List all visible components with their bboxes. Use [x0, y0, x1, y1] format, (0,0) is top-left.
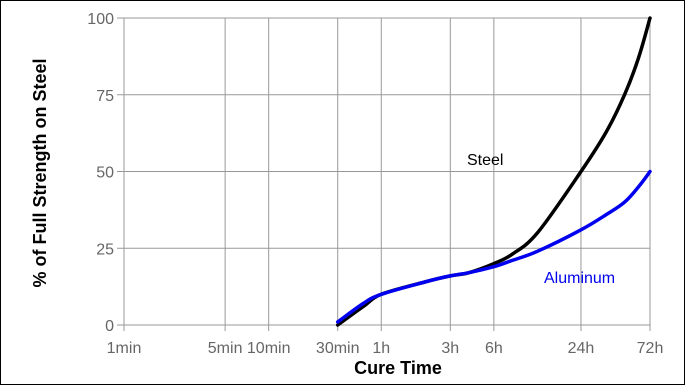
- y-tick-labels: 0 25 50 75 100: [87, 11, 114, 335]
- x-tick-label: 10min: [247, 340, 291, 357]
- x-tick-labels: 1min 5min 10min 30min 1h 3h 6h 24h 72h: [107, 340, 664, 357]
- aluminum-series-line: [335, 169, 652, 324]
- y-tick-label: 50: [96, 165, 114, 182]
- x-tick-label: 1h: [372, 340, 390, 357]
- x-tick-label: 24h: [568, 340, 595, 357]
- y-tick-label: 75: [96, 88, 114, 105]
- y-axis-title: % of Full Strength on Steel: [30, 59, 50, 288]
- aluminum-series-label: Aluminum: [544, 270, 615, 287]
- grid-lines: [123, 17, 651, 325]
- axes: [117, 17, 651, 331]
- x-tick-label: 6h: [485, 340, 503, 357]
- x-tick-label: 72h: [637, 340, 664, 357]
- y-tick-label: 0: [105, 318, 114, 335]
- x-tick-label: 5min: [208, 340, 243, 357]
- x-axis-title: Cure Time: [354, 358, 442, 378]
- y-tick-label: 25: [96, 241, 114, 258]
- x-tick-label: 30min: [316, 340, 360, 357]
- steel-series-label: Steel: [467, 152, 503, 169]
- series-lines: [335, 16, 652, 327]
- x-tick-label: 3h: [441, 340, 459, 357]
- x-tick-label: 1min: [107, 340, 142, 357]
- y-tick-label: 100: [87, 11, 114, 28]
